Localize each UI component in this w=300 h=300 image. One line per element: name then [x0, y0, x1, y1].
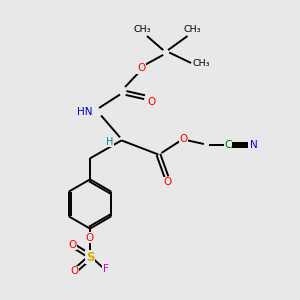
Text: O: O: [179, 134, 188, 145]
Text: HN: HN: [77, 106, 93, 117]
Text: O: O: [164, 177, 172, 188]
Text: O: O: [86, 232, 94, 243]
Text: S: S: [86, 250, 94, 264]
Text: C: C: [224, 140, 232, 150]
Text: F: F: [103, 264, 109, 274]
Text: H: H: [106, 137, 114, 147]
Text: CH₃: CH₃: [183, 25, 201, 34]
Text: N: N: [250, 140, 258, 150]
Text: O: O: [68, 239, 77, 250]
Text: O: O: [137, 63, 145, 74]
Text: CH₃: CH₃: [192, 58, 210, 68]
Text: CH₃: CH₃: [134, 25, 151, 34]
Text: O: O: [147, 97, 156, 107]
Text: O: O: [70, 266, 79, 277]
